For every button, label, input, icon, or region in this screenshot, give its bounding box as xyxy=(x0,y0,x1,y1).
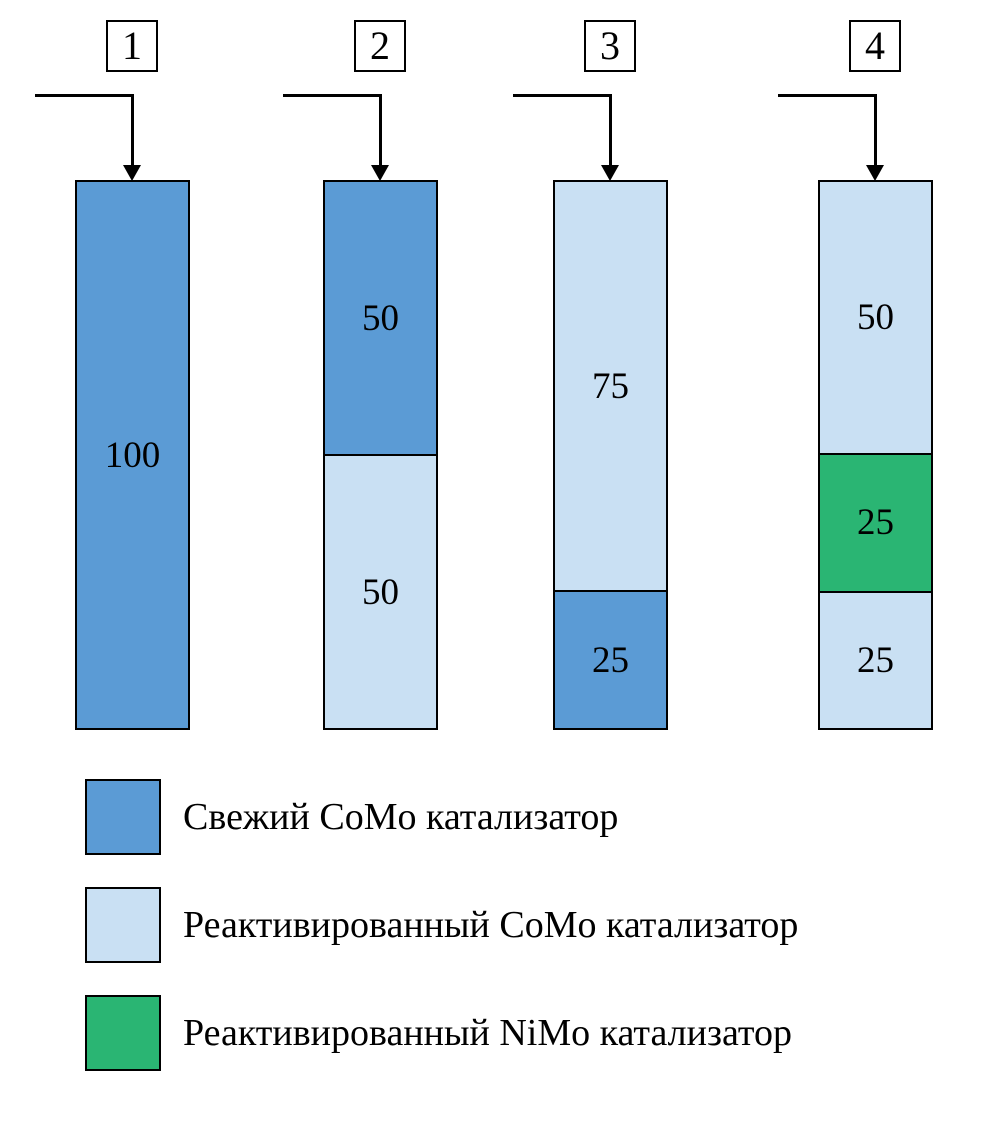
scheme-number-box: 3 xyxy=(584,20,636,72)
legend-swatch-fresh-como xyxy=(85,779,161,855)
legend-item-react-como: Реактивированный CoMo катализатор xyxy=(85,887,798,963)
feed-line xyxy=(35,94,134,97)
down-arrow-icon xyxy=(123,165,141,181)
legend-label: Свежий CoMo катализатор xyxy=(183,796,619,838)
segment-value: 25 xyxy=(857,502,894,544)
reactor-column: 100 xyxy=(75,180,190,730)
reactor-column: 50 25 25 xyxy=(818,180,933,730)
catalyst-segment-fresh-como: 100 xyxy=(77,182,188,728)
catalyst-segment-fresh-como: 25 xyxy=(555,590,666,728)
feed-line xyxy=(379,94,382,168)
feed-line xyxy=(283,94,382,97)
catalyst-segment-react-como: 75 xyxy=(555,182,666,590)
legend-label: Реактивированный CoMo катализатор xyxy=(183,904,799,946)
segment-value: 50 xyxy=(362,571,399,613)
catalyst-segment-react-como: 25 xyxy=(820,590,931,728)
legend-label: Реактивированный NiMo катализатор xyxy=(183,1012,792,1054)
feed-line xyxy=(778,94,877,97)
feed-line xyxy=(131,94,134,168)
segment-value: 25 xyxy=(592,639,629,681)
down-arrow-icon xyxy=(866,165,884,181)
segment-value: 50 xyxy=(857,297,894,338)
scheme-number-box: 4 xyxy=(849,20,901,72)
down-arrow-icon xyxy=(371,165,389,181)
legend-item-react-nimo: Реактивированный NiMo катализатор xyxy=(85,995,792,1071)
catalyst-segment-react-como: 50 xyxy=(820,182,931,453)
segment-value: 100 xyxy=(104,434,161,476)
legend-swatch-react-como xyxy=(85,887,161,963)
catalyst-segment-react-nimo: 25 xyxy=(820,453,931,591)
segment-value: 50 xyxy=(362,297,399,339)
legend-item-fresh-como: Свежий CoMo катализатор xyxy=(85,779,618,855)
catalyst-segment-fresh-como: 50 xyxy=(325,182,436,454)
scheme-number: 3 xyxy=(600,23,620,68)
catalyst-segment-react-como: 50 xyxy=(325,454,436,728)
segment-value: 25 xyxy=(857,639,894,681)
scheme-number: 4 xyxy=(865,23,885,68)
reactor-column: 50 50 xyxy=(323,180,438,730)
feed-line xyxy=(874,94,877,168)
feed-line xyxy=(609,94,612,168)
scheme-number-box: 2 xyxy=(354,20,406,72)
reactor-column: 75 25 xyxy=(553,180,668,730)
scheme-number-box: 1 xyxy=(106,20,158,72)
segment-value: 75 xyxy=(592,365,629,407)
feed-line xyxy=(513,94,612,97)
scheme-number: 1 xyxy=(122,23,142,68)
scheme-number: 2 xyxy=(370,23,390,68)
legend-swatch-react-nimo xyxy=(85,995,161,1071)
down-arrow-icon xyxy=(601,165,619,181)
